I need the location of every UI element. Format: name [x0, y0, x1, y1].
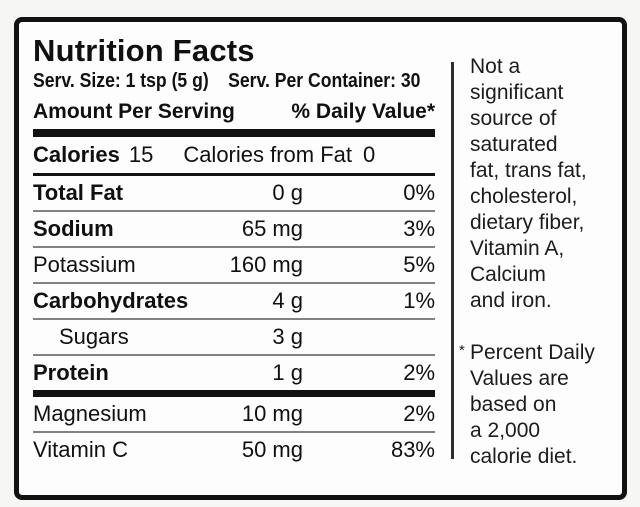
servings-per-container: Serv. Per Container: 30	[228, 70, 421, 92]
calories-from-fat-label: Calories from Fat	[183, 142, 353, 167]
nutrient-amount: 160 mg	[229, 252, 303, 277]
nutrient-amount: 1 g	[272, 360, 303, 385]
note-line: and iron.	[470, 289, 552, 312]
nutrient-amount: 50 mg	[241, 437, 303, 462]
asterisk-marker: *	[459, 342, 465, 359]
serving-size: Serv. Size: 1 tsp (5 g)	[33, 70, 209, 92]
note-line: significant	[470, 81, 564, 104]
note-line: fat, trans fat,	[470, 159, 587, 182]
daily-value-footnote: * Percent Daily Values are based on a 2,…	[459, 340, 616, 470]
calories-row: Calories 15 Calories from Fat 0	[33, 137, 435, 173]
not-significant-note: Not a significant source of saturated fa…	[470, 54, 616, 314]
nutrient-label: Sugars	[59, 324, 129, 349]
nutrient-row-magnesium: Magnesium 10 mg 2%	[33, 397, 435, 431]
nutrient-amount: 65 mg	[241, 216, 303, 241]
nutrient-label: Protein	[33, 360, 109, 385]
nutrient-dv: 2%	[403, 360, 435, 385]
nutrient-dv: 3%	[403, 216, 435, 241]
nutrient-label: Sodium	[33, 216, 114, 241]
nutrient-label: Potassium	[33, 252, 136, 277]
nutrient-amount: 3 g	[272, 324, 303, 349]
footnote-line: Values are	[470, 367, 569, 390]
row-separator	[33, 431, 435, 433]
footnote-line: calorie diet.	[470, 445, 578, 468]
nutrient-label: Magnesium	[33, 401, 147, 426]
nutrient-label: Carbohydrates	[33, 288, 189, 313]
note-line: source of	[470, 107, 557, 130]
calories-from-fat-value: 0	[363, 142, 376, 167]
note-line: Not a	[470, 55, 521, 78]
note-line: Vitamin A,	[470, 237, 565, 260]
nutrient-row-carbohydrates: Carbohydrates 4 g 1%	[33, 284, 435, 318]
nutrient-row-sugars: Sugars 3 g	[33, 320, 435, 354]
nutrient-amount: 0 g	[272, 180, 303, 205]
nutrient-row-sodium: Sodium 65 mg 3%	[33, 212, 435, 246]
row-separator	[33, 318, 435, 320]
row-separator	[33, 210, 435, 212]
nutrient-label: Total Fat	[33, 180, 124, 205]
row-separator	[33, 282, 435, 284]
header-separator-bar	[33, 129, 435, 137]
serving-info-row: Serv. Size: 1 tsp (5 g) Serv. Per Contai…	[33, 69, 420, 94]
nutrient-amount: 4 g	[272, 288, 303, 313]
label-title: Nutrition Facts	[33, 33, 255, 68]
nutrient-row-vitamin-c: Vitamin C 50 mg 83%	[33, 433, 435, 467]
row-separator	[33, 246, 435, 248]
vertical-divider	[451, 62, 454, 459]
nutrient-label: Vitamin C	[33, 437, 128, 462]
nutrient-dv: 83%	[390, 437, 435, 462]
amount-per-serving-header: Amount Per Serving	[33, 100, 235, 123]
label-inner: Nutrition Facts Serv. Size: 1 tsp (5 g) …	[19, 22, 622, 495]
nutrient-dv: 2%	[403, 401, 435, 426]
note-line: saturated	[470, 133, 558, 156]
footnote-line: a 2,000	[470, 419, 541, 442]
nutrition-table: Nutrition Facts Serv. Size: 1 tsp (5 g) …	[19, 22, 451, 495]
note-line: cholesterol,	[470, 185, 578, 208]
nutrient-dv: 0%	[403, 180, 435, 205]
column-header-row: Amount Per Serving % Daily Value*	[33, 99, 435, 125]
footnote-line: based on	[470, 393, 557, 416]
nutrient-row-total-fat: Total Fat 0 g 0%	[33, 176, 435, 210]
footnote-line: Percent Daily	[470, 341, 595, 364]
row-separator	[33, 354, 435, 356]
calories-value: 15	[128, 142, 154, 167]
protein-separator-bar	[33, 390, 435, 397]
nutrient-amount: 10 mg	[241, 401, 303, 426]
note-line: Calcium	[470, 263, 546, 286]
nutrition-facts-label: Nutrition Facts Serv. Size: 1 tsp (5 g) …	[14, 17, 627, 500]
calories-separator	[33, 173, 435, 176]
nutrient-dv: 1%	[403, 288, 435, 313]
side-notes: Not a significant source of saturated fa…	[454, 22, 622, 495]
daily-value-header: % Daily Value*	[291, 100, 435, 123]
nutrient-row-potassium: Potassium 160 mg 5%	[33, 248, 435, 282]
note-line: dietary fiber,	[470, 211, 585, 234]
calories-label: Calories	[33, 142, 120, 167]
nutrient-row-protein: Protein 1 g 2%	[33, 356, 435, 390]
nutrient-dv: 5%	[403, 252, 435, 277]
